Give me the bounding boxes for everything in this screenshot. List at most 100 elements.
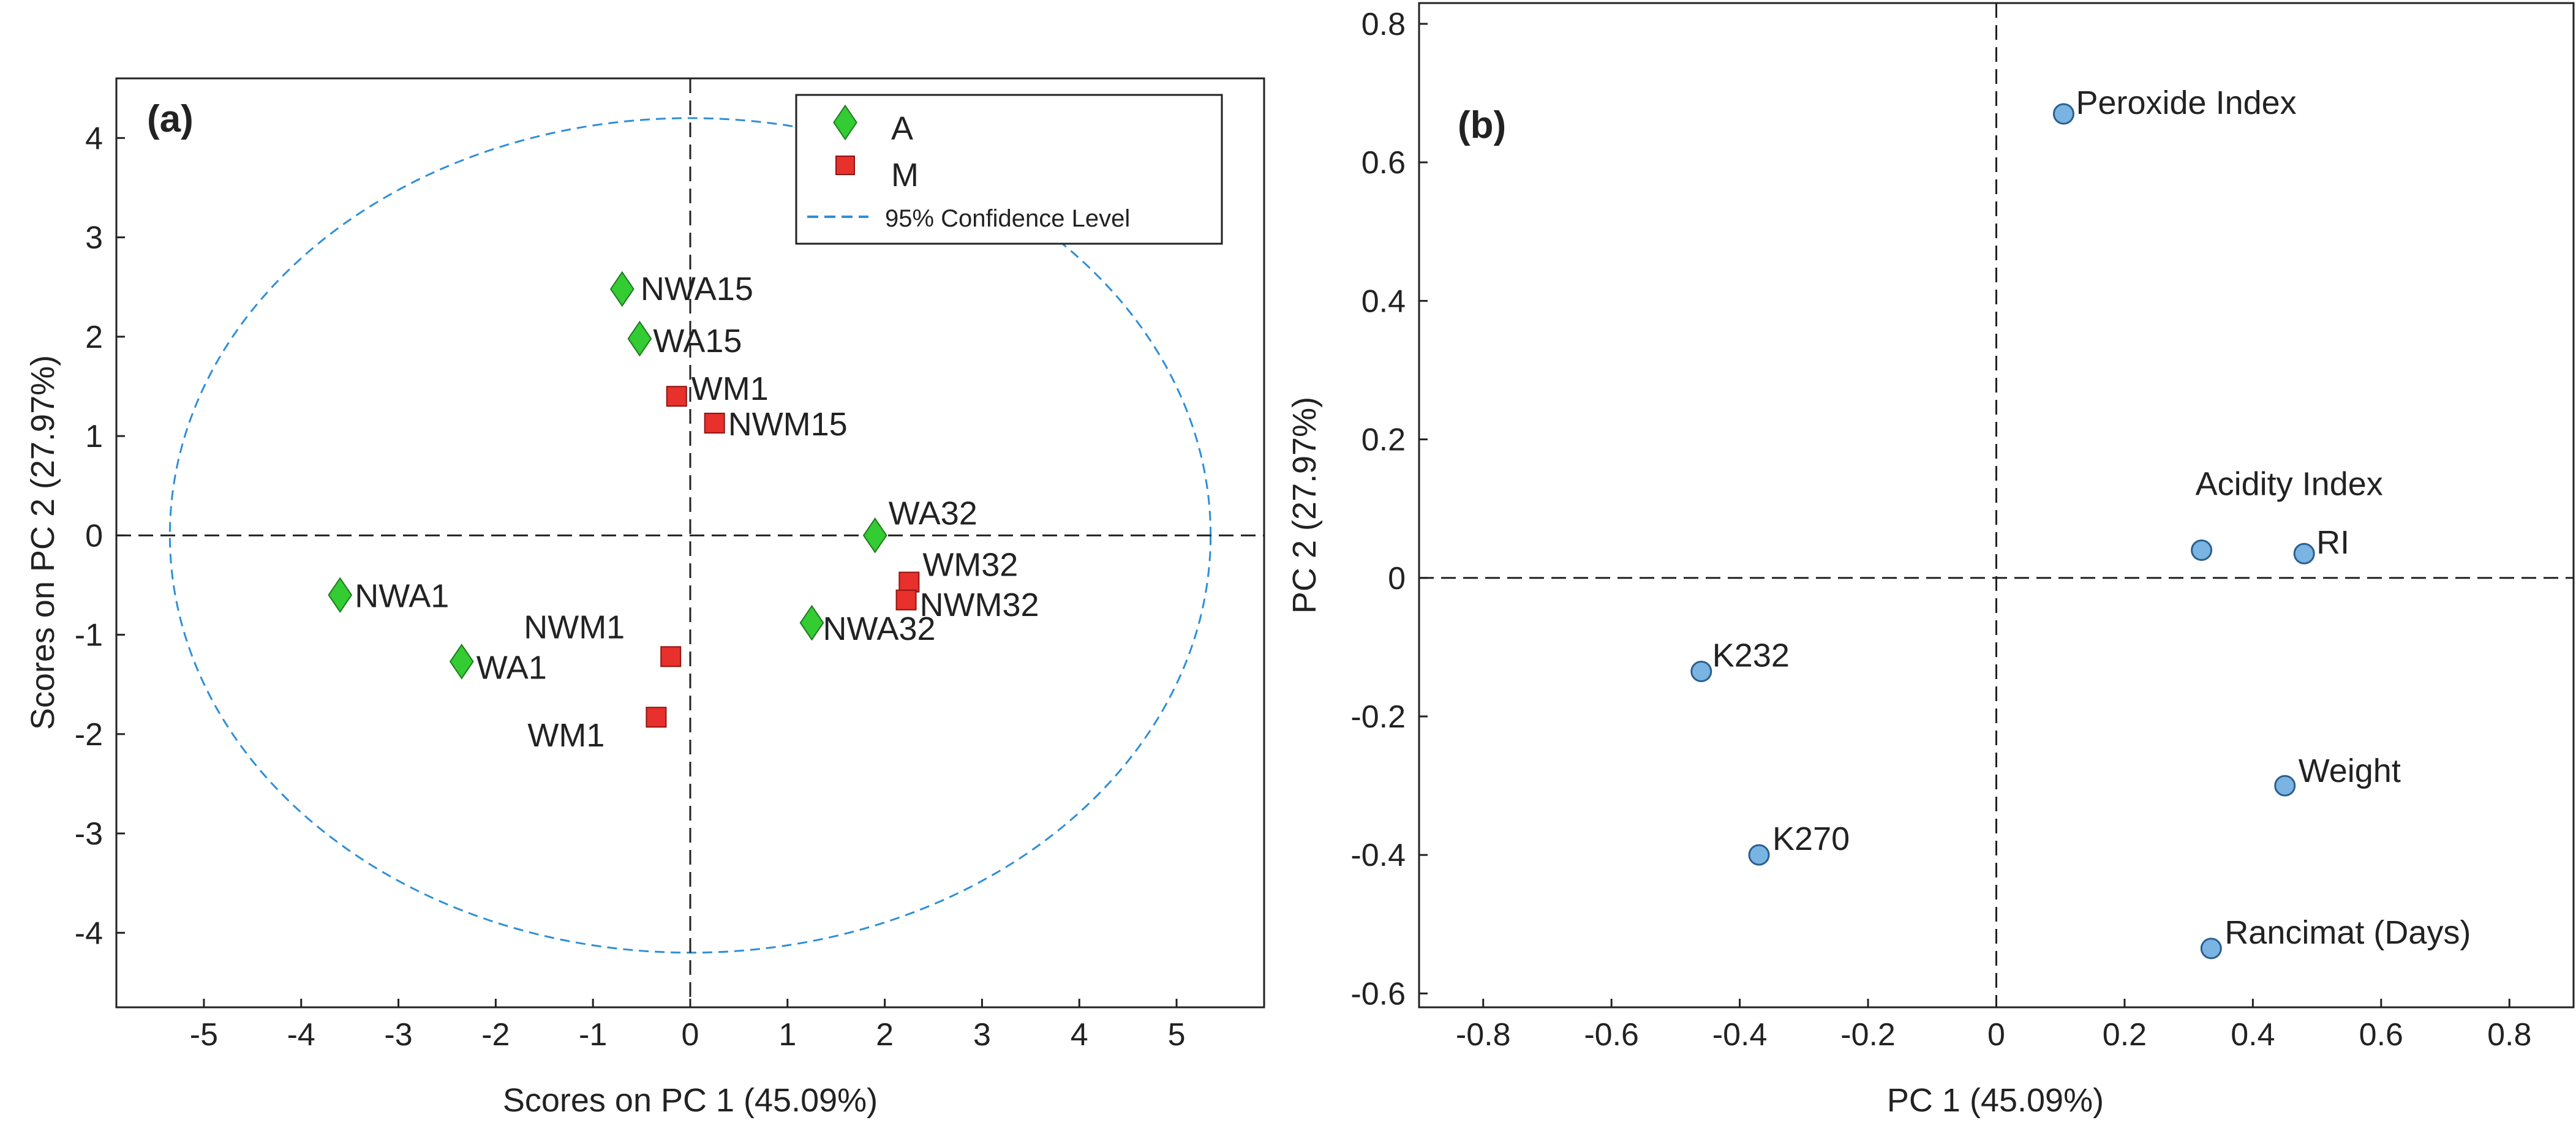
panel-a-y-tick-label: 2 [85,320,103,355]
score-point-label: WM1 [691,370,769,407]
panel-b-label: (b) [1458,104,1506,146]
panel-b-y-tick-label: 0.2 [1361,423,1406,458]
legend-a-marker [833,104,857,141]
score-point-a-marker [627,320,652,357]
loading-point-label: Acidity Index [2196,466,2383,503]
loading-point-marker [2293,543,2315,565]
loading-point-label: Weight [2299,753,2401,789]
panel-b-x-tick-label: -0.6 [1584,1017,1639,1053]
panel-b-x-tick-label: -0.2 [1840,1017,1896,1053]
panel-a-x-tick-label: 3 [973,1017,991,1053]
score-point-label: NWA15 [641,271,753,307]
legend-m-marker [835,156,855,175]
legend-box [795,94,1223,245]
panel-a-y-tick-label: -3 [75,816,103,852]
panel-a-y-tick-label: 3 [85,220,103,256]
score-point-a-marker [609,271,635,307]
legend-a-label: A [891,110,913,147]
panel-b-x-tick-label: -0.8 [1456,1017,1511,1053]
panel-a-x-tick-label: 2 [876,1017,894,1053]
panel-a-legend: A M 95% Confidence Level [795,94,1223,245]
score-point-label: NWA32 [823,611,936,647]
legend-square-marker [835,156,855,175]
panel-b-zero-lines [1419,3,2574,1007]
loading-point-marker [1748,844,1770,866]
score-point-a-marker [799,604,824,641]
panel-a-y-tick-label: 1 [85,419,103,454]
legend-diamond-marker [833,104,857,141]
score-point-a-marker [449,644,474,680]
panel-a-x-tick-label: 5 [1168,1017,1186,1053]
score-point-a-marker [328,577,353,613]
panel-b-y-tick-label: 0.6 [1361,145,1406,181]
score-point-label: NWM1 [524,609,625,645]
panel-b-y-tick-label: 0.4 [1361,284,1406,319]
panel-a-y-tick-label: 0 [85,518,103,554]
panel-b-x-tick-label: 0.6 [2359,1017,2403,1053]
loading-point-label: Peroxide Index [2076,85,2296,121]
loading-point-label: K232 [1712,637,1790,674]
score-point-m-marker [660,646,682,667]
loading-point-marker [1690,660,1712,682]
loading-point-marker [2200,937,2222,960]
loading-point-marker [2052,103,2074,125]
panel-a-x-tick-label: 0 [682,1017,699,1053]
score-point-a-marker [862,517,887,554]
panel-b-chart: -0.8 -0.6 -0.4 -0.2 0 0.2 0.4 0.6 0.8 -0.6-0.4-0… [1286,2,2575,1119]
panel-b-y-axis-label: PC 2 (27.97%) [1286,397,1323,614]
panel-a-x-axis-label: Scores on PC 1 (45.09%) [503,1082,878,1119]
panel-a-y-tick-label: -4 [75,915,103,951]
panel-b-y-ticks: -0.6 -0.4 -0.2 0 0.2 0.4 0.6 0.8 [1350,7,1428,1012]
loading-point-label: K270 [1772,821,1850,857]
panel-b-x-axis-label: PC 1 (45.09%) [1887,1082,2104,1119]
panel-a-y-tick-label: -2 [75,717,103,753]
panel-b-x-tick-label: 0.2 [2103,1017,2147,1053]
score-point-label: NWM15 [728,406,848,443]
score-point-label: WA15 [653,323,742,359]
panel-a-x-ticks: -5 -4 -3 -2 -1 0 1 2 3 4 5 [190,999,1186,1053]
panel-a-y-tick-label: -1 [75,618,103,653]
panel-b-x-tick-label: 0.4 [2231,1017,2275,1053]
panel-a-y-tick-label: 4 [85,121,103,156]
score-point-label: NWM32 [920,587,1039,623]
score-point-label: NWA1 [355,578,449,615]
panel-b-points: Peroxide Index Acidity Index RI K232 Weight K… [1690,85,2471,960]
panel-b-y-tick-label: -0.6 [1350,976,1406,1012]
panel-b-y-tick-label: 0 [1388,561,1406,596]
panel-a-x-tick-label: -3 [384,1017,412,1053]
panel-a-zero-lines [116,78,1264,1007]
panel-a-chart: -5 -4 -3 -2 -1 0 1 2 3 4 5 -4 -3 -2 -1 0 1 2 3 4 NWA15 WA15… [24,77,1265,1119]
panel-a-x-tick-label: -2 [481,1017,510,1053]
score-point-m-marker [895,589,917,611]
score-point-label: WM1 [527,717,604,754]
panel-a-points: NWA15WA15WA32NWA1WA1NWA32WM1NWM15WM32NWM… [328,271,1039,754]
score-point-label: WM32 [922,547,1018,584]
panel-b-y-tick-label: -0.2 [1350,699,1406,735]
panel-a-x-tick-label: -5 [190,1017,218,1053]
panel-b-x-tick-label: 0 [1987,1017,2005,1053]
score-point-label: WA32 [889,495,977,532]
loading-point-label: Rancimat (Days) [2224,914,2471,951]
panel-a-x-tick-label: -1 [579,1017,607,1053]
panel-b-y-tick-label: -0.4 [1350,838,1406,873]
panel-a-y-ticks: -4 -3 -2 -1 0 1 2 3 4 [75,121,125,951]
panel-b-x-tick-label: 0.8 [2487,1017,2531,1053]
score-point-m-marker [666,386,687,407]
panel-a-label: (a) [147,98,194,140]
panel-a-x-tick-label: 1 [778,1017,796,1053]
score-point-label: WA1 [476,649,547,686]
legend-confidence-label: 95% Confidence Level [885,205,1130,232]
legend-m-label: M [891,157,919,194]
loading-point-marker [2191,539,2213,562]
panel-a-x-tick-label: 4 [1071,1017,1088,1053]
panel-b-y-tick-label: 0.8 [1361,7,1406,42]
panel-b-x-tick-label: -0.4 [1712,1017,1768,1053]
loading-point-marker [2274,775,2296,797]
loading-point-label: RI [2316,524,2349,561]
panel-a-x-tick-label: -4 [287,1017,315,1053]
panel-b-x-ticks: -0.8 -0.6 -0.4 -0.2 0 0.2 0.4 0.6 0.8 [1456,999,2531,1053]
score-point-m-marker [704,412,725,434]
score-point-m-marker [898,571,920,593]
